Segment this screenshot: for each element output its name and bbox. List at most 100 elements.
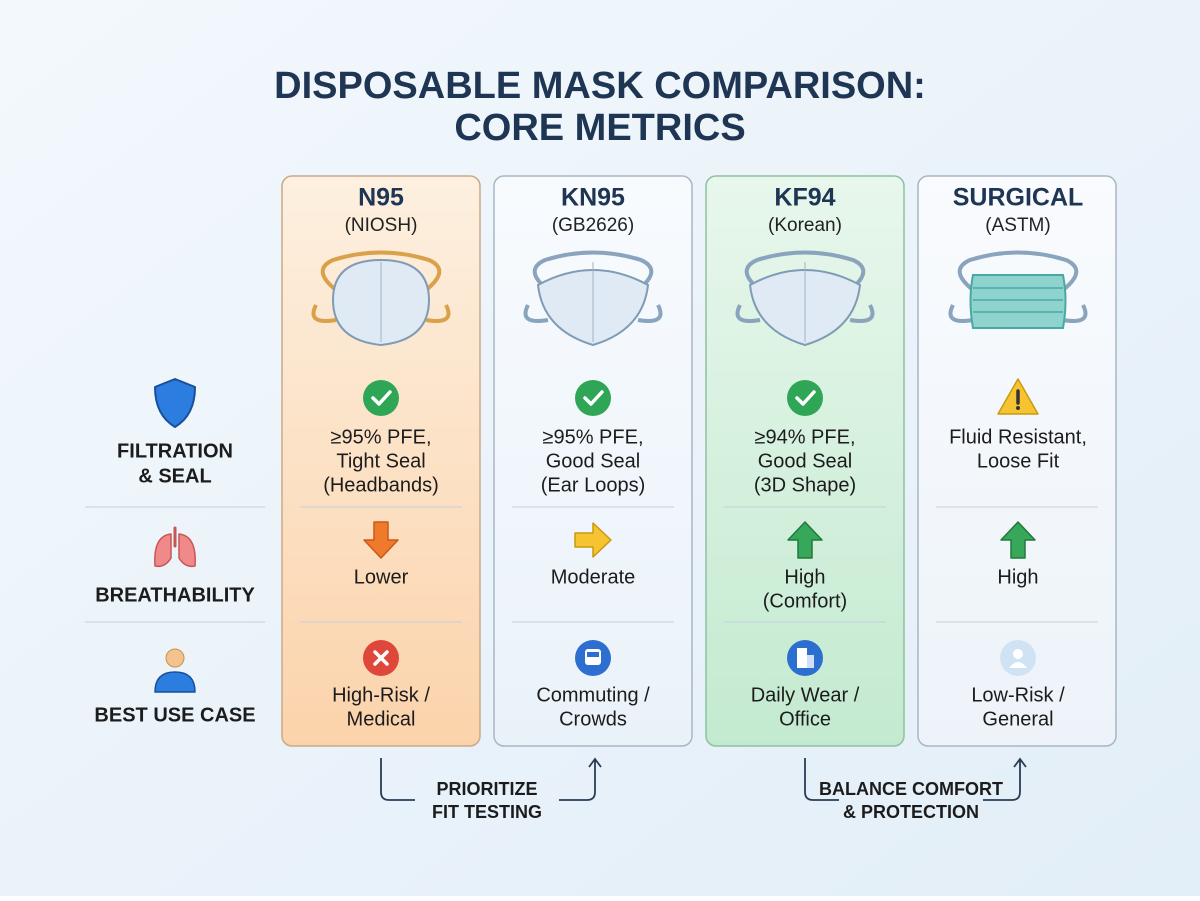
mask-strap [523,304,663,323]
icon-shape [154,671,196,693]
cell-text: Commuting / [536,684,650,706]
icon-shape [807,655,814,668]
icon-shape [363,521,399,559]
mask-strap [735,304,875,323]
icon-shape [373,650,389,666]
row-label: & SEAL [138,465,211,487]
cell-text: Moderate [551,566,636,588]
icon [363,521,399,559]
icon-dot [1016,406,1020,410]
cell-text: Office [779,708,831,730]
icon-bg [575,380,611,416]
card [281,175,481,747]
column-subtitle: (ASTM) [985,215,1050,236]
mask-illustration [948,250,1088,329]
note: FIT TESTING [432,802,542,822]
icon [363,380,399,416]
column-title: N95 [358,184,404,212]
icon [787,521,823,559]
icon-shape [1013,649,1023,659]
icon [154,526,196,568]
bracket-arrow [380,757,602,801]
column-subtitle: (Korean) [768,215,842,236]
icon-shape [165,648,185,668]
cell-text: Low-Risk / [971,684,1065,706]
icon-shape [1009,662,1027,668]
column-title: KF94 [774,184,835,212]
title: DISPOSABLE MASK COMPARISON: [274,65,926,107]
cell-text: Good Seal [546,450,641,472]
column-subtitle: (NIOSH) [345,215,418,236]
row-label: FILTRATION [117,440,233,462]
row-label: BREATHABILITY [95,584,255,606]
cell-text: Fluid Resistant, [949,426,1087,448]
cell-text: (Comfort) [763,590,847,612]
icon-shape [797,648,807,668]
column-title: KN95 [561,184,625,212]
cell-text: ≥94% PFE, [754,426,855,448]
icon [575,640,611,676]
column-subtitle: (GB2626) [552,215,634,236]
card [705,175,905,747]
cell-text: Loose Fit [977,450,1060,472]
mask-strap [311,304,451,323]
icon-shape [587,652,599,657]
note: PRIORITIZE [436,779,537,799]
cell-text: (Headbands) [323,474,439,496]
note: BALANCE COMFORT [819,779,1003,799]
icon-shape [583,390,604,406]
cell-text: Medical [347,708,416,730]
cell-text: High [997,566,1038,588]
mask-strap [948,304,1088,323]
bracket-arrow [804,757,1027,801]
icon [575,380,611,416]
icon [154,648,196,693]
cell-text: General [982,708,1053,730]
icon [363,640,399,676]
column-title: SURGICAL [953,184,1084,212]
cell-text: (3D Shape) [754,474,856,496]
icon-bg [363,380,399,416]
icon [154,378,196,428]
cell-text: ≥95% PFE, [542,426,643,448]
cell-text: (Ear Loops) [541,474,646,496]
icon-shape [178,533,196,568]
icon [787,380,823,416]
row-label: BEST USE CASE [94,704,255,726]
icon-shape [787,521,823,559]
mask-strap [532,250,654,292]
mask-strap [320,250,442,292]
mask-illustration [311,250,451,347]
icon [787,640,823,676]
cell-text: ≥95% PFE, [330,426,431,448]
icon-bg [787,380,823,416]
title: CORE METRICS [454,107,745,149]
cell-text: Tight Seal [336,450,425,472]
mask-body [969,274,1067,329]
cell-text: High [784,566,825,588]
cell-text: Daily Wear / [751,684,860,706]
icon-shape [574,522,612,558]
mask-strap [957,250,1079,292]
icon [1000,521,1036,559]
icon [1000,640,1036,676]
mask-illustration [523,250,663,347]
icon [997,378,1039,415]
card [493,175,693,747]
icon [574,522,612,558]
cell-text: Crowds [559,708,627,730]
icon-shape [154,533,172,568]
icon-shape [371,390,392,406]
note: & PROTECTION [843,802,979,822]
cell-text: Lower [354,566,409,588]
cell-text: High-Risk / [332,684,430,706]
cell-text: Good Seal [758,450,853,472]
mask-strap [744,250,866,292]
mask-illustration [735,250,875,347]
icon-shape [1000,521,1036,559]
card [917,175,1117,747]
icon-shape [795,390,816,406]
icon-shape [154,378,196,428]
